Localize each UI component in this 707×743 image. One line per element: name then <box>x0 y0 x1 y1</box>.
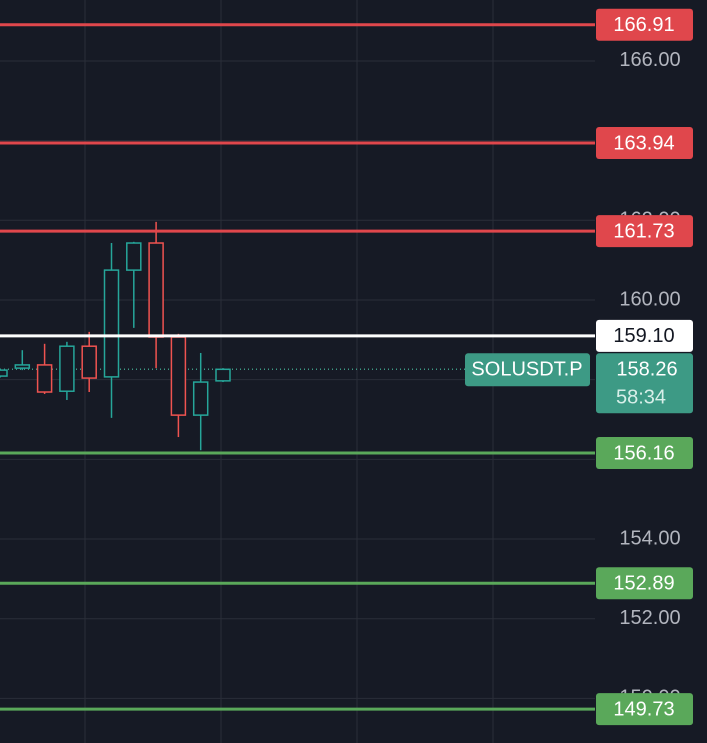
last-price-label: 158.26 <box>616 359 677 381</box>
candle-body <box>0 369 8 377</box>
y-tick-label: 154.00 <box>619 527 680 549</box>
symbol-label: SOLUSDT.P <box>471 359 582 381</box>
countdown-label: 58:34 <box>616 387 666 409</box>
level-label: 161.73 <box>613 220 674 242</box>
candle-body <box>148 242 164 338</box>
candle-body <box>192 381 209 416</box>
level-tag <box>596 127 693 160</box>
y-tick-label: 152.00 <box>619 607 680 629</box>
level-tag <box>596 693 693 726</box>
level-label: 163.94 <box>613 132 674 154</box>
candle-body <box>81 345 97 379</box>
candle-body <box>126 242 142 271</box>
level-label: 156.16 <box>613 442 674 464</box>
level-tag <box>596 567 693 600</box>
candle-body <box>59 345 75 392</box>
candle-body <box>170 336 187 416</box>
last-price-tag <box>596 353 693 414</box>
candle-body <box>103 269 120 378</box>
level-label: 149.73 <box>613 698 674 720</box>
level-tag <box>596 8 693 41</box>
candle-body <box>36 364 53 393</box>
y-tick-label: 166.00 <box>619 49 680 71</box>
level-label: 152.89 <box>613 573 674 595</box>
symbol-tag <box>465 353 590 387</box>
y-tick-label: 160.00 <box>619 288 680 310</box>
candle-body <box>14 364 31 369</box>
level-tag <box>596 215 693 248</box>
level-label: 166.91 <box>613 14 674 36</box>
level-tag <box>596 319 693 352</box>
level-label: 159.10 <box>613 325 674 347</box>
candle-body <box>215 368 231 382</box>
level-tag <box>596 436 693 469</box>
